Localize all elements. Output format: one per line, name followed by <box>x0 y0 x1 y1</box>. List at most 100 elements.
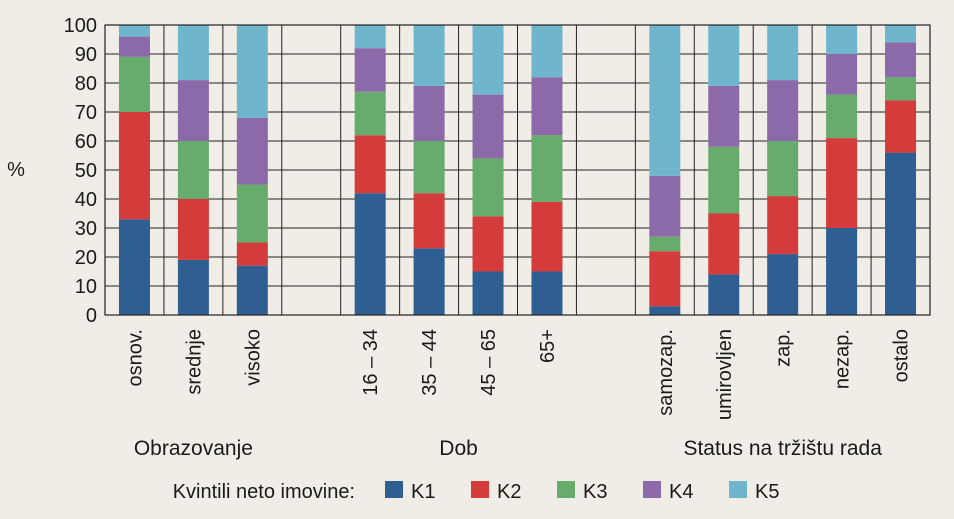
bar-7-K5 <box>531 25 563 78</box>
y-tick-5: 50 <box>75 160 97 182</box>
bar-11-K2 <box>767 196 799 255</box>
bar-9-K1 <box>649 306 681 315</box>
bar-9-K2 <box>649 251 681 307</box>
legend-swatch-K5 <box>729 481 747 498</box>
y-tick-3: 30 <box>75 218 97 240</box>
bar-10-K4 <box>708 85 740 147</box>
category-label-4: 16 – 34 <box>360 329 382 396</box>
bar-2-K1 <box>236 265 268 315</box>
bar-1-K2 <box>177 199 209 260</box>
y-tick-6: 60 <box>75 131 97 153</box>
bar-1-K3 <box>177 141 209 199</box>
bar-7-K4 <box>531 77 563 136</box>
bar-10-K5 <box>708 25 740 86</box>
bar-4-K5 <box>354 25 386 49</box>
bar-12-K2 <box>826 138 858 228</box>
bar-11-K3 <box>767 141 799 197</box>
bar-12-K1 <box>826 228 858 315</box>
bar-13-K5 <box>885 25 917 43</box>
bar-0-K2 <box>118 112 150 220</box>
bar-10-K2 <box>708 213 740 275</box>
bar-4-K2 <box>354 135 386 194</box>
plot-border <box>104 24 931 316</box>
bar-13-K3 <box>885 77 917 101</box>
bar-10-K1 <box>708 274 740 315</box>
bar-0-K5 <box>118 25 150 37</box>
y-tick-9: 90 <box>75 44 97 66</box>
bar-12-K5 <box>826 25 858 54</box>
bar-6-K4 <box>472 94 504 159</box>
gridlines <box>104 24 931 316</box>
plot-frame <box>104 24 931 316</box>
bar-5-K4 <box>413 85 445 141</box>
group-label-0: Obrazovanje <box>134 437 253 460</box>
y-tick-2: 20 <box>75 247 97 269</box>
bar-13-K2 <box>885 100 917 153</box>
category-label-12: nezap. <box>832 329 854 389</box>
legend-swatch-K1 <box>385 481 403 498</box>
bar-11-K1 <box>767 254 799 315</box>
category-label-2: visoko <box>242 329 264 386</box>
bar-10-K3 <box>708 146 740 214</box>
bar-6-K2 <box>472 216 504 272</box>
category-label-1: srednje <box>183 329 205 395</box>
category-label-0: osnov. <box>124 329 146 386</box>
category-labels: osnov. srednje visoko 16 – 34 35 – 44 45 – 65… <box>124 329 912 420</box>
category-label-6: 45 – 65 <box>478 329 500 396</box>
legend-label-K3: K3 <box>583 481 607 503</box>
bar-2-K5 <box>236 25 268 118</box>
legend-label-K2: K2 <box>497 481 521 503</box>
bar-0-K1 <box>118 219 150 315</box>
y-tick-10: 100 <box>64 15 97 37</box>
bar-1-K4 <box>177 80 209 141</box>
y-tick-labels: 0 10 20 30 40 50 60 70 80 90 100 <box>64 15 97 327</box>
y-axis-label: % <box>7 159 25 181</box>
legend-swatch-K3 <box>557 481 575 498</box>
category-label-11: zap. <box>773 329 795 367</box>
bar-6-K1 <box>472 271 504 315</box>
bar-6-K3 <box>472 158 504 217</box>
bar-1-K1 <box>177 259 209 315</box>
bar-5-K5 <box>413 25 445 86</box>
group-label-2: Status na tržištu rada <box>683 437 882 460</box>
bar-4-K4 <box>354 48 386 92</box>
bar-5-K1 <box>413 248 445 315</box>
category-label-7: 65+ <box>537 329 559 363</box>
bar-5-K3 <box>413 141 445 194</box>
group-labels: Obrazovanje Dob Status na tržištu rada <box>134 437 882 460</box>
legend-label-K1: K1 <box>411 481 435 503</box>
bar-7-K3 <box>531 135 563 202</box>
bar-9-K3 <box>649 236 681 252</box>
y-tick-8: 80 <box>75 73 97 95</box>
legend-swatch-K4 <box>643 481 661 498</box>
bar-9-K4 <box>649 175 681 237</box>
bar-5-K2 <box>413 193 445 249</box>
bar-7-K1 <box>531 271 563 315</box>
bar-12-K4 <box>826 54 858 95</box>
category-label-9: samozap. <box>655 329 677 416</box>
category-label-10: umirovljen <box>714 329 736 420</box>
bar-7-K2 <box>531 201 563 272</box>
bar-1-K5 <box>177 25 209 81</box>
bar-11-K5 <box>767 25 799 81</box>
bar-0-K4 <box>118 36 150 57</box>
category-label-13: ostalo <box>891 329 913 382</box>
bar-9-K5 <box>649 25 681 176</box>
bar-6-K5 <box>472 25 504 95</box>
bar-13-K1 <box>885 152 917 315</box>
y-tick-0: 0 <box>86 305 97 327</box>
legend-label-K4: K4 <box>669 481 693 503</box>
bar-13-K4 <box>885 42 917 78</box>
bar-11-K4 <box>767 80 799 141</box>
bar-4-K3 <box>354 91 386 136</box>
bars <box>118 25 917 315</box>
bar-12-K3 <box>826 94 858 139</box>
group-label-1: Dob <box>439 437 478 460</box>
bar-4-K1 <box>354 193 386 315</box>
legend-label-K5: K5 <box>755 481 779 503</box>
bar-2-K4 <box>236 117 268 185</box>
legend-title: Kvintili neto imovine: <box>173 481 355 503</box>
bar-2-K2 <box>236 242 268 266</box>
y-tick-7: 70 <box>75 102 97 124</box>
